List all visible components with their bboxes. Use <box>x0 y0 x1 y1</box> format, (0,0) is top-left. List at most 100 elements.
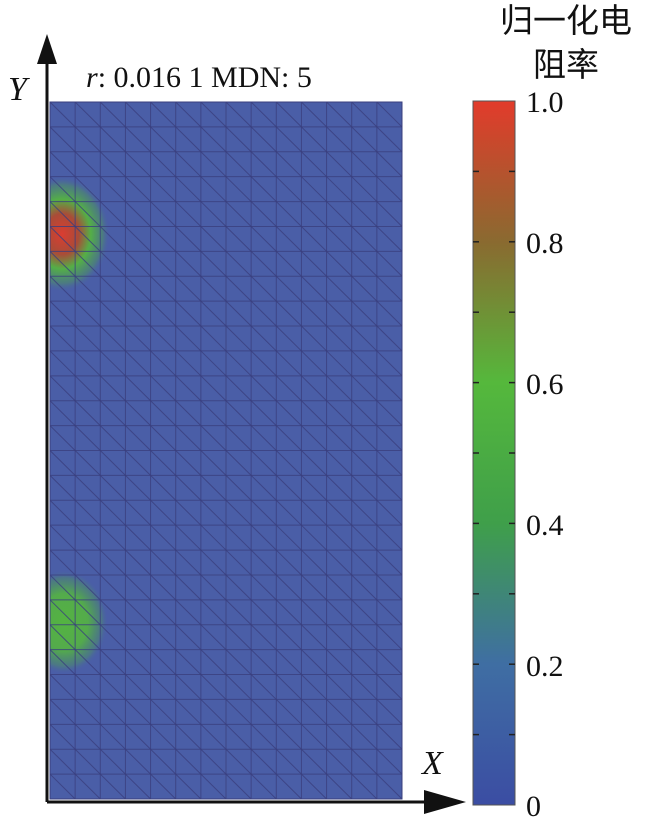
mesh-diagonal-line <box>175 375 202 402</box>
mesh-diagonal-line <box>99 325 126 352</box>
mesh-diagonal-line <box>125 649 151 675</box>
mesh-diagonal-line <box>125 624 151 650</box>
mesh-diagonal-line <box>50 723 76 750</box>
mesh-diagonal-line <box>250 450 277 476</box>
mesh-diagonal-line <box>50 524 76 551</box>
mesh-diagonal-line <box>150 300 177 327</box>
mesh-diagonal-line <box>275 624 302 650</box>
mesh-diagonal-line <box>74 425 101 451</box>
mesh-diagonal-line <box>150 723 177 750</box>
colorbar-label-0: 0 <box>526 790 541 823</box>
mesh-diagonal-line <box>376 549 402 576</box>
mesh-diagonal-line <box>74 574 101 601</box>
mesh-diagonal-line <box>351 699 378 725</box>
mesh-diagonal-line <box>125 251 151 277</box>
mesh-diagonal-line <box>351 649 378 675</box>
mesh-diagonal-line <box>225 300 252 327</box>
mesh-diagonal-line <box>301 649 327 675</box>
mesh-diagonal-line <box>74 350 101 377</box>
mesh-diagonal-line <box>150 275 177 302</box>
mesh-diagonal-line <box>74 649 101 675</box>
mesh-diagonal-line <box>74 300 101 327</box>
mesh-diagonal-line <box>74 400 101 426</box>
mesh-diagonal-line <box>50 624 76 650</box>
mesh-diagonal-line <box>326 524 353 551</box>
mesh-diagonal-line <box>225 226 252 252</box>
mesh-diagonal-line <box>225 251 252 277</box>
mesh-diagonal-line <box>376 400 402 426</box>
mesh-diagonal-line <box>225 375 252 402</box>
mesh-diagonal-line <box>225 275 252 302</box>
mesh-diagonal-line <box>125 549 151 576</box>
mesh-diagonal-line <box>225 549 252 576</box>
mesh-diagonal-line <box>376 251 402 277</box>
mesh-diagonal-line <box>225 699 252 725</box>
mesh-diagonal-line <box>351 275 378 302</box>
mesh-diagonal-line <box>150 251 177 277</box>
mesh-diagonal-line <box>351 325 378 352</box>
mesh-diagonal-line <box>301 499 327 526</box>
mesh-diagonal-line <box>99 176 126 202</box>
mesh-diagonal-line <box>74 126 101 153</box>
mesh-diagonal-line <box>99 251 126 277</box>
mesh-diagonal-line <box>250 126 277 153</box>
mesh-diagonal-line <box>250 475 277 501</box>
mesh-diagonal-line <box>376 524 402 551</box>
mesh-diagonal-line <box>125 748 151 775</box>
mesh-diagonal-line <box>74 748 101 775</box>
mesh-diagonal-line <box>301 748 327 775</box>
mesh-diagonal-line <box>275 176 302 202</box>
mesh-diagonal-line <box>200 475 227 501</box>
mesh-diagonal-line <box>301 624 327 650</box>
mesh-diagonal-line <box>275 723 302 750</box>
mesh-diagonal-line <box>326 300 353 327</box>
mesh-diagonal-line <box>250 723 277 750</box>
mesh-diagonal-line <box>326 126 353 153</box>
mesh-diagonal-line <box>250 425 277 451</box>
mesh-diagonal-line <box>376 300 402 327</box>
mesh-diagonal-line <box>175 226 202 252</box>
mesh-diagonal-line <box>326 699 353 725</box>
mesh-diagonal-line <box>225 425 252 451</box>
mesh-diagonal-line <box>351 300 378 327</box>
mesh-diagonal-line <box>225 773 252 799</box>
mesh-diagonal-line <box>200 748 227 775</box>
mesh-diagonal-line <box>275 375 302 402</box>
mesh-diagonal-line <box>275 251 302 277</box>
mesh-diagonal-line <box>326 748 353 775</box>
mesh-diagonal-line <box>200 549 227 576</box>
mesh-diagonal-line <box>50 450 76 476</box>
mesh-diagonal-line <box>50 574 76 601</box>
mesh-diagonal-line <box>351 624 378 650</box>
mesh-diagonal-line <box>50 748 76 775</box>
mesh-diagonal-line <box>225 400 252 426</box>
mesh-diagonal-line <box>376 275 402 302</box>
mesh-diagonal-line <box>200 126 227 153</box>
mesh-diagonal-line <box>99 524 126 551</box>
colorbar-title-line1: 归一化电 <box>500 1 632 40</box>
mesh-diagonal-line <box>326 549 353 576</box>
colorbar: 归一化电 阻率 1.0 0.8 0.6 0.4 0.2 0 <box>472 1 632 823</box>
mesh-diagonal-line <box>351 549 378 576</box>
parameter-annotation: r: 0.016 1 MDN: 5 <box>86 61 312 94</box>
mesh-diagonal-line <box>175 201 202 227</box>
mesh-diagonal-line <box>125 723 151 750</box>
mesh-diagonal-line <box>175 699 202 725</box>
mesh-diagonal-line <box>125 201 151 227</box>
mesh-diagonal-line <box>150 574 177 601</box>
mesh-diagonal-line <box>99 574 126 601</box>
mesh-diagonal-line <box>376 499 402 526</box>
mesh-diagonal-line <box>200 400 227 426</box>
mesh-diagonal-line <box>351 450 378 476</box>
mesh-diagonal-line <box>351 350 378 377</box>
mesh-diagonal-line <box>326 475 353 501</box>
mesh-diagonal-line <box>250 275 277 302</box>
mesh-diagonal-line <box>250 748 277 775</box>
mesh-diagonal-line <box>175 325 202 352</box>
mesh-diagonal-line <box>125 226 151 252</box>
colorbar-label-0-2: 0.2 <box>526 650 564 683</box>
mesh-diagonal-line <box>200 624 227 650</box>
mesh-diagonal-line <box>225 475 252 501</box>
mesh-diagonal-line <box>275 748 302 775</box>
mesh-diagonal-line <box>376 176 402 202</box>
